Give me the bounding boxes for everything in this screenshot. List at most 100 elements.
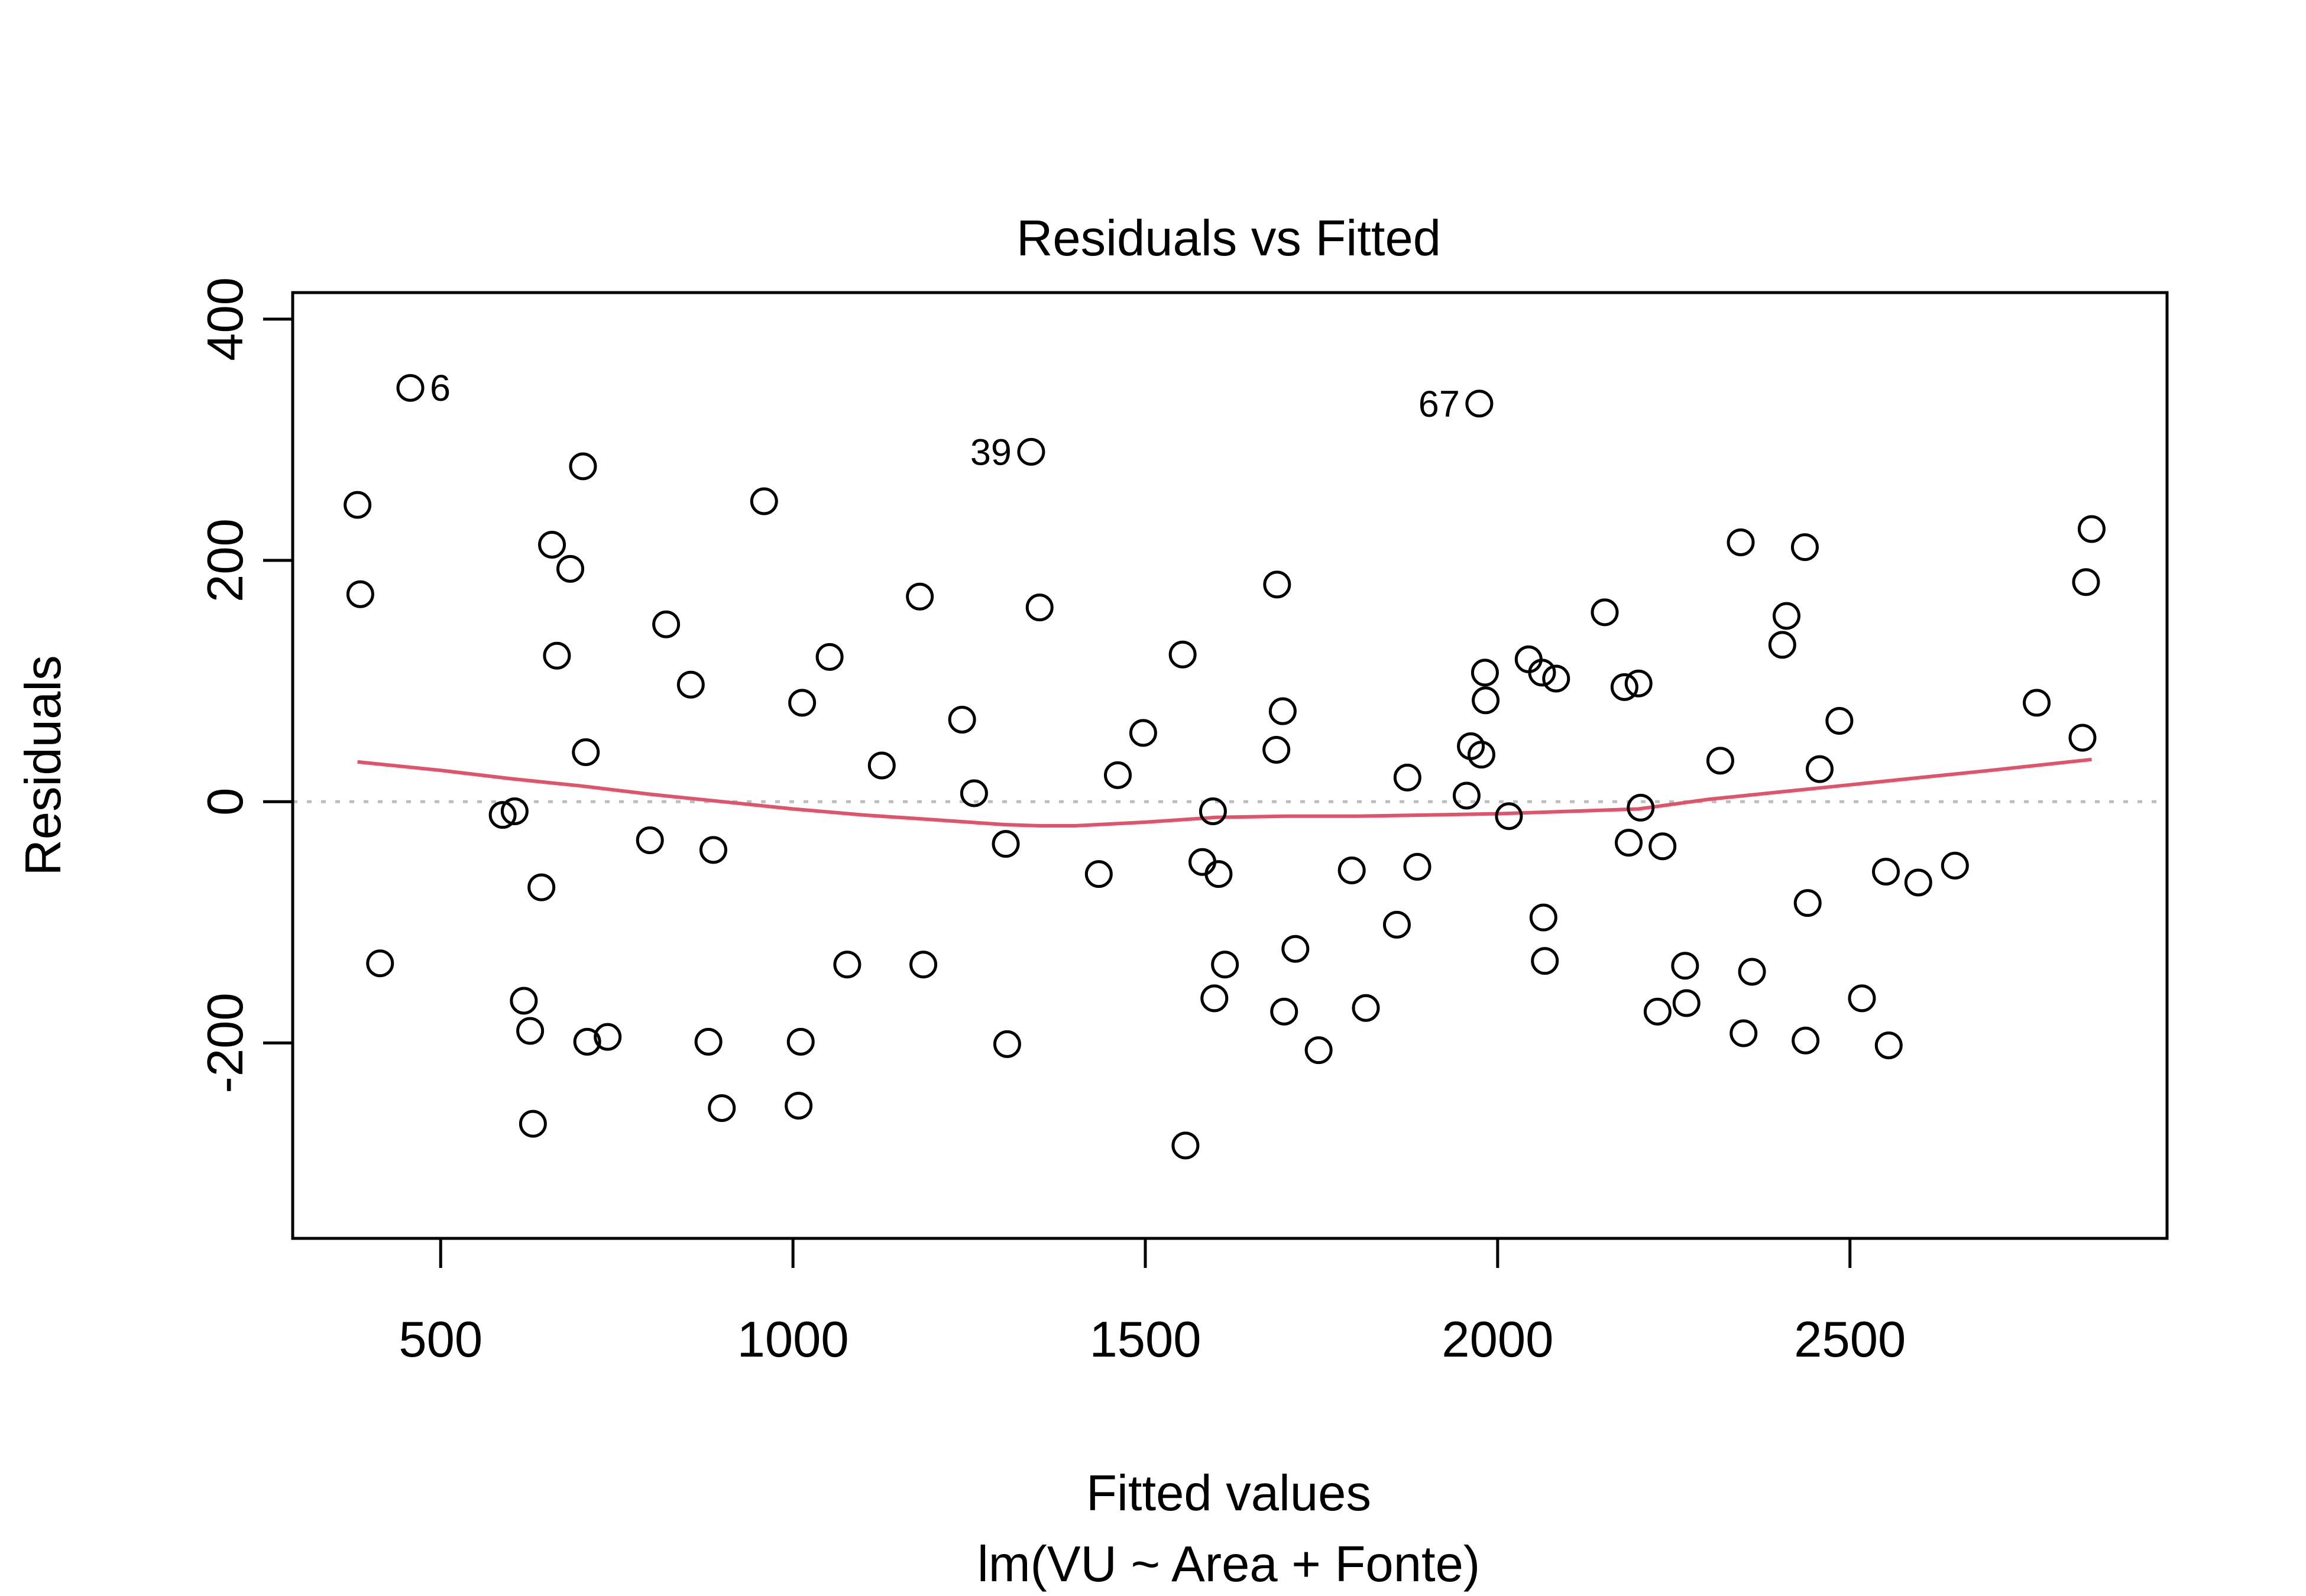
data-point xyxy=(815,643,844,671)
data-point xyxy=(519,1110,547,1138)
data-point xyxy=(1768,631,1796,659)
outlier-label: 6 xyxy=(430,368,451,409)
data-point xyxy=(1615,829,1643,857)
data-point xyxy=(1270,997,1298,1026)
data-point xyxy=(867,751,896,780)
data-point xyxy=(1304,1036,1333,1065)
data-point xyxy=(1627,793,1655,822)
data-point xyxy=(1825,706,1854,735)
data-point xyxy=(993,1030,1021,1058)
data-point xyxy=(1591,598,1619,627)
data-point xyxy=(1025,593,1054,622)
data-point xyxy=(1542,664,1570,693)
data-point xyxy=(1200,984,1229,1013)
data-point xyxy=(1672,989,1701,1017)
data-point xyxy=(1904,868,1932,897)
data-point xyxy=(572,738,600,767)
data-point xyxy=(527,873,556,901)
data-point xyxy=(594,1023,622,1051)
data-point xyxy=(1352,994,1380,1022)
data-point xyxy=(676,670,705,699)
data-point xyxy=(1452,781,1481,810)
data-point xyxy=(344,491,372,519)
y-tick-label: -200 xyxy=(197,992,254,1093)
data-point xyxy=(1872,858,1900,886)
data-point xyxy=(1168,640,1197,669)
data-point xyxy=(1495,802,1523,831)
data-point xyxy=(1531,947,1559,975)
y-axis-label: Residuals xyxy=(15,655,72,875)
data-point xyxy=(1382,910,1411,939)
data-points xyxy=(344,374,2106,1160)
data-point xyxy=(500,797,529,826)
data-point xyxy=(1848,984,1876,1013)
data-point xyxy=(1727,528,1755,556)
data-point xyxy=(516,1017,545,1045)
data-point xyxy=(788,689,817,717)
data-point xyxy=(1529,903,1557,932)
data-point xyxy=(346,580,374,608)
data-point xyxy=(786,1027,815,1056)
data-point xyxy=(1941,851,1969,880)
data-point xyxy=(708,1094,736,1123)
outlier-label: 39 xyxy=(970,432,1012,473)
data-point xyxy=(1465,390,1494,418)
data-point xyxy=(543,641,571,670)
x-tick-label: 1500 xyxy=(1089,1312,1201,1368)
data-point xyxy=(1730,1019,1758,1047)
data-point xyxy=(1104,761,1132,789)
data-point xyxy=(2077,515,2106,543)
data-point xyxy=(1467,741,1495,769)
data-point xyxy=(909,951,938,979)
data-point xyxy=(573,1027,601,1056)
data-point xyxy=(538,531,566,559)
data-point xyxy=(1281,935,1310,963)
data-point xyxy=(948,705,976,734)
data-point xyxy=(1805,755,1834,783)
x-axis-label: Fitted values xyxy=(1086,1465,1371,1522)
outlier-label: 67 xyxy=(1418,384,1460,425)
x-tick-label: 2500 xyxy=(1794,1312,1906,1368)
data-point xyxy=(1199,797,1227,826)
data-point xyxy=(488,801,517,829)
point-labels: 6 39 67 xyxy=(430,368,1460,473)
data-point xyxy=(992,830,1020,858)
data-point xyxy=(1772,602,1800,630)
data-point xyxy=(1393,763,1421,791)
data-point xyxy=(1337,857,1366,885)
data-point xyxy=(636,826,664,855)
data-point xyxy=(1211,951,1239,979)
y-tick-label: 400 xyxy=(197,277,254,361)
data-point xyxy=(1792,1026,1820,1055)
data-point xyxy=(1624,669,1653,698)
data-point xyxy=(1017,437,1045,466)
plot-frame xyxy=(291,291,2169,1240)
data-point xyxy=(1129,719,1157,747)
data-point xyxy=(1471,658,1499,687)
data-point xyxy=(2023,689,2051,717)
data-point xyxy=(556,554,585,583)
data-point xyxy=(750,487,778,515)
data-point xyxy=(1706,747,1734,775)
data-point xyxy=(785,1092,813,1120)
data-point xyxy=(1472,686,1500,715)
model-subtitle: lm(VU ~ Area + Fonte) xyxy=(977,1536,1480,1592)
data-point xyxy=(1262,735,1291,764)
x-tick-label: 2000 xyxy=(1442,1312,1553,1368)
y-tick-label: 200 xyxy=(197,518,254,602)
data-point xyxy=(1793,889,1822,917)
data-point xyxy=(652,610,681,638)
data-point xyxy=(1268,697,1297,725)
data-point xyxy=(1643,997,1672,1026)
x-tick-label: 1000 xyxy=(737,1312,849,1368)
data-point xyxy=(906,582,934,611)
data-point xyxy=(510,987,538,1015)
data-point xyxy=(366,949,394,978)
data-point xyxy=(1403,852,1431,881)
data-point xyxy=(960,779,988,807)
data-point xyxy=(699,836,727,864)
data-point xyxy=(1263,570,1291,599)
data-point xyxy=(1610,673,1638,701)
